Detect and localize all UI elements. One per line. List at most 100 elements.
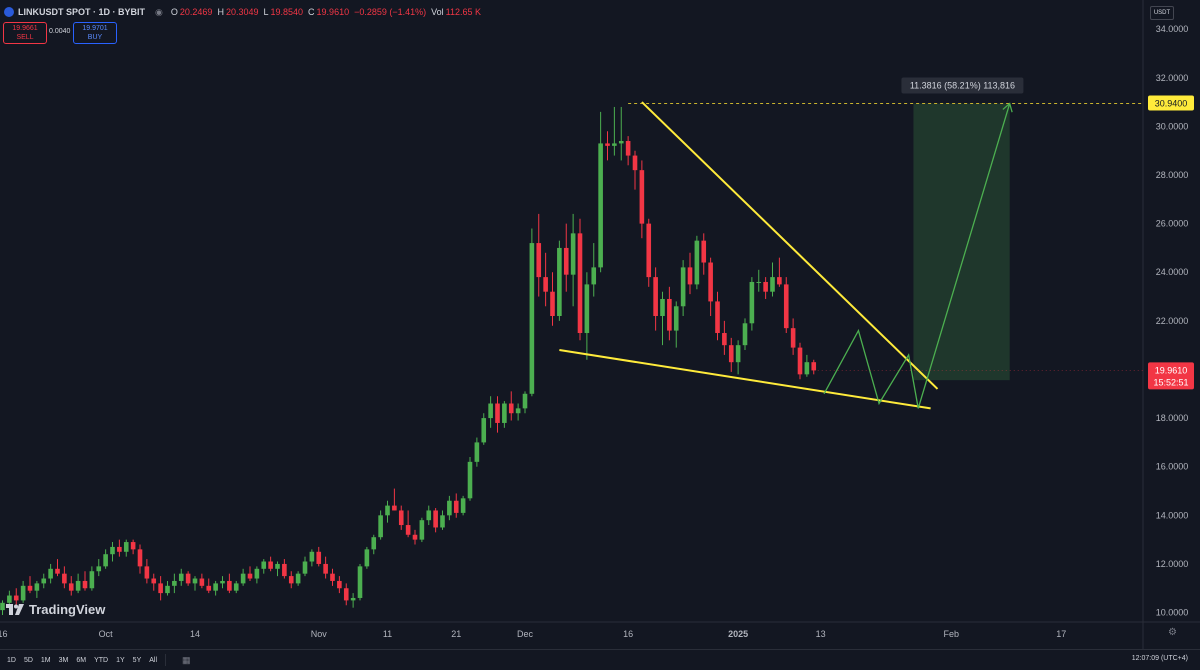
trendline-upper <box>641 101 939 390</box>
price-tick-label: 26.0000 <box>1156 219 1189 229</box>
sell-button[interactable]: 19.9661 SELL <box>3 22 47 44</box>
time-tick-label: Nov <box>311 629 328 639</box>
toolbar-divider <box>165 654 167 666</box>
candle-body <box>777 277 782 285</box>
candle-body <box>7 595 12 603</box>
time-tick-label: 14 <box>190 629 200 639</box>
time-axis[interactable]: 16 Oct 14 Nov 11 21 Dec 16 2025 13 Feb 17 <box>0 629 1066 639</box>
candle-body <box>206 585 212 591</box>
candle-body <box>419 520 425 540</box>
price-tick-label: 12.0000 <box>1156 559 1189 569</box>
candle-body <box>192 578 198 584</box>
price-tick-label: 18.0000 <box>1156 413 1189 423</box>
clock[interactable]: 12:07:09 (UTC+4) <box>1131 655 1188 662</box>
close-value: 19.9610 <box>316 7 350 17</box>
candle-body <box>460 498 466 513</box>
buy-button[interactable]: 19.9701 BUY <box>73 22 117 44</box>
range-1y[interactable]: 1Y <box>116 656 125 664</box>
eye-icon[interactable]: ◉ <box>155 6 163 17</box>
candle-body <box>508 403 514 414</box>
trendlines <box>559 101 1143 410</box>
price-tick-label: 10.0000 <box>1156 608 1189 618</box>
price-axis[interactable]: 34.0000 32.0000 30.0000 28.0000 26.0000 24.00… <box>1148 24 1194 618</box>
candle-body <box>529 243 535 394</box>
candles <box>0 106 817 615</box>
volume-value: 112.65 K <box>445 7 482 17</box>
projection-arrowhead <box>1002 102 1013 113</box>
candle-body <box>715 301 720 334</box>
candle-body <box>20 585 26 601</box>
candle-body <box>722 333 727 346</box>
candle-body <box>295 573 301 584</box>
candle-body <box>75 580 81 591</box>
candle-body <box>550 291 555 316</box>
candle-body <box>227 580 232 591</box>
candle-body <box>130 542 136 550</box>
candle-body <box>96 566 102 572</box>
price-tick-label: 16.0000 <box>1156 462 1189 472</box>
candle-body <box>584 284 590 334</box>
settings-icon[interactable]: ⚙ <box>1168 627 1177 638</box>
candle-body <box>165 585 170 594</box>
candle-body <box>811 362 817 371</box>
candle-body <box>371 537 377 550</box>
range-5y[interactable]: 5Y <box>132 656 142 664</box>
range-5d[interactable]: 5D <box>23 656 33 664</box>
candle-body <box>151 578 157 584</box>
candle-body <box>646 223 652 278</box>
range-1d[interactable]: 1D <box>7 656 16 664</box>
candle-body <box>536 243 542 278</box>
price-tick-label: 14.0000 <box>1156 510 1189 520</box>
range-1m[interactable]: 1M <box>40 656 51 664</box>
measure-label-bg <box>901 77 1024 94</box>
currency-selector[interactable]: USDT <box>1150 6 1174 20</box>
candle-body <box>673 306 679 331</box>
volume-label: Vol <box>431 7 444 17</box>
range-all[interactable]: All <box>149 656 158 664</box>
tradingview-logo-text: TradingView <box>29 602 106 617</box>
candle-body <box>220 580 225 584</box>
price-chart[interactable]: 11.3816 (58.21%) 113,816 34.000032.00003… <box>0 0 1200 649</box>
price-tick-label: 34.0000 <box>1156 24 1189 34</box>
calendar-icon[interactable]: ▦ <box>182 654 191 665</box>
candle-body <box>34 583 40 591</box>
candle-body <box>123 542 129 552</box>
grid <box>0 0 1200 649</box>
close-label: C <box>308 7 315 17</box>
candle-body <box>350 597 356 601</box>
candle-body <box>55 568 60 574</box>
candle-body <box>797 347 803 375</box>
candle-body <box>447 500 452 516</box>
candle-body <box>577 233 583 334</box>
candle-body <box>0 602 5 611</box>
candle-body <box>660 298 665 316</box>
symbol-title[interactable]: LINKUSDT SPOT · 1D · BYBIT <box>18 7 146 17</box>
range-3m[interactable]: 3M <box>58 656 69 664</box>
candle-body <box>756 281 762 283</box>
range-ytd[interactable]: YTD <box>94 656 109 664</box>
candle-body <box>687 267 693 285</box>
candle-body <box>48 568 53 579</box>
time-tick-label: 17 <box>1056 629 1066 639</box>
candle-body <box>213 583 218 591</box>
candle-body <box>330 573 335 581</box>
price-tick-label: 32.0000 <box>1156 73 1189 83</box>
time-tick-label: 16 <box>0 629 8 639</box>
candle-body <box>598 143 603 268</box>
range-6m[interactable]: 6M <box>76 656 87 664</box>
high-label: H <box>217 7 224 17</box>
price-tick-label: 28.0000 <box>1156 170 1189 180</box>
candle-body <box>302 561 308 574</box>
candle-body <box>178 573 184 581</box>
candle-body <box>364 549 370 567</box>
open-value: 20.2469 <box>179 7 213 17</box>
target-price-tag <box>1148 95 1194 111</box>
sell-price: 19.9661 <box>12 25 38 32</box>
candle-body <box>103 554 108 567</box>
candle-body <box>185 573 191 584</box>
low-label: L <box>263 7 269 17</box>
time-tick-label: 16 <box>623 629 633 639</box>
candle-body <box>804 362 810 375</box>
candle-body <box>337 580 342 589</box>
